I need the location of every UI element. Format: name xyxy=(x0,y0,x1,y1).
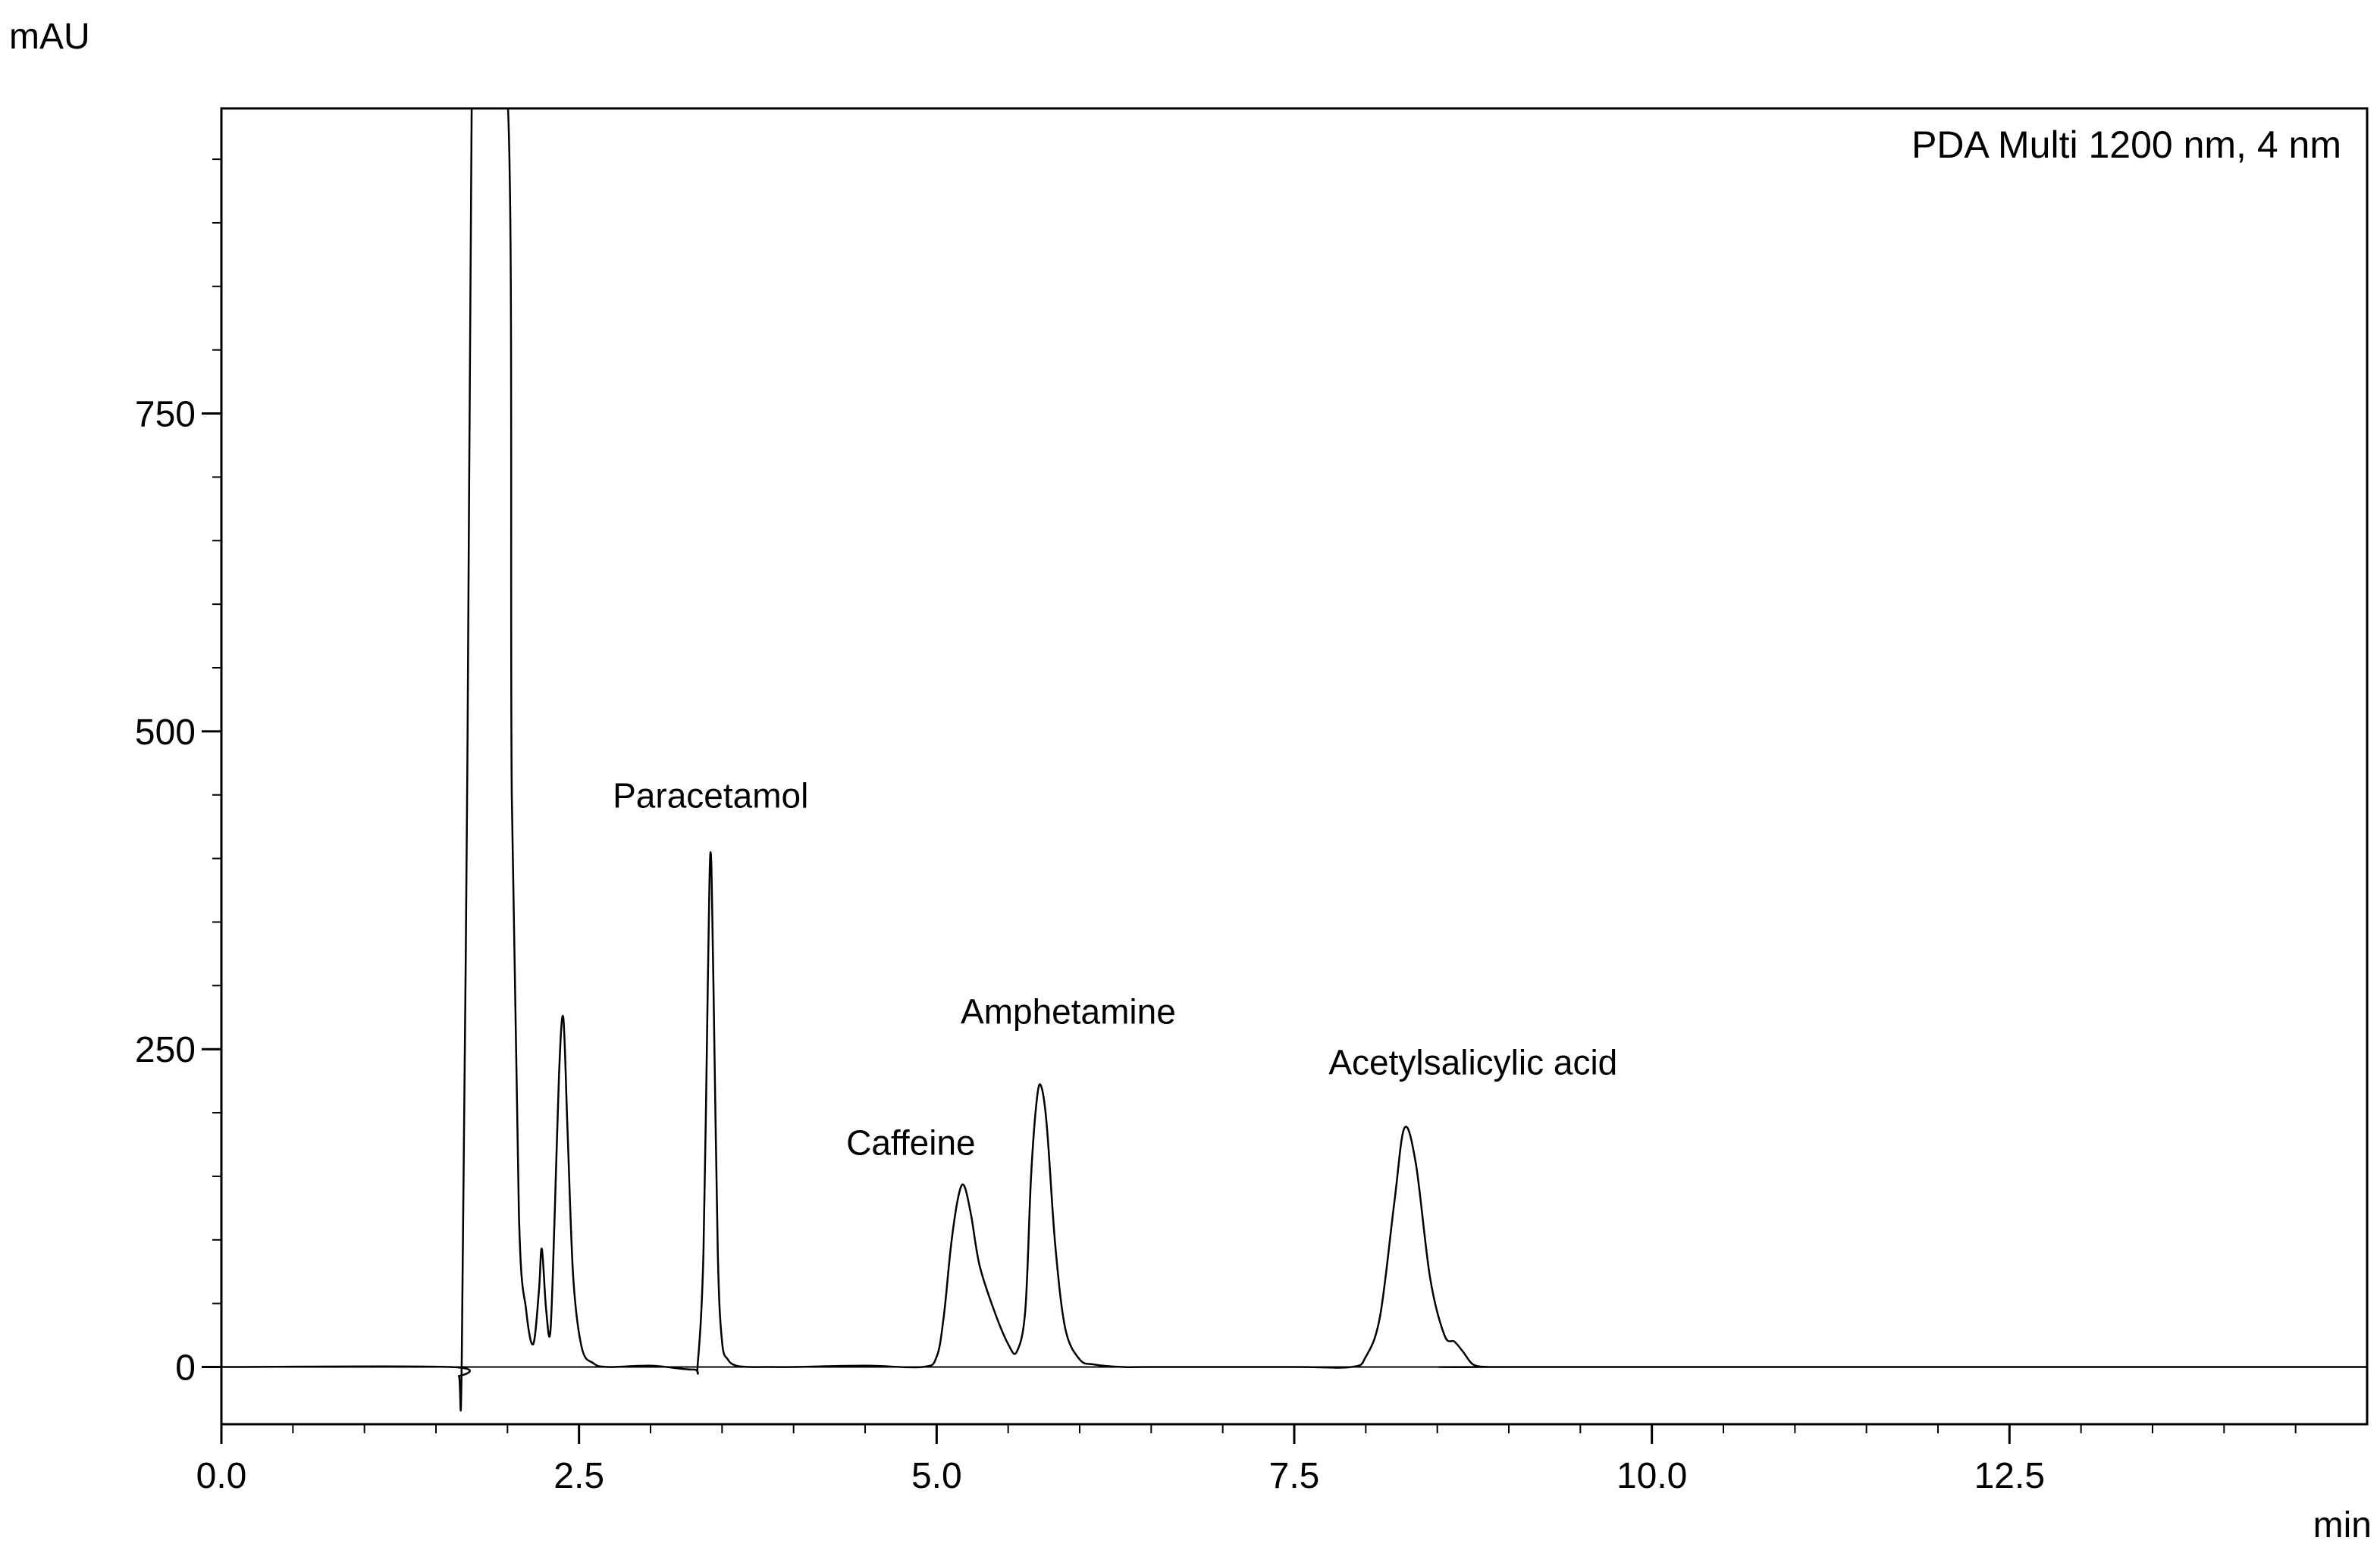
y-tick-label: 250 xyxy=(135,1030,196,1070)
x-axis-unit: min xyxy=(2313,1505,2372,1545)
y-tick-label: 750 xyxy=(135,395,196,435)
x-tick-label: 0.0 xyxy=(196,1456,247,1496)
peak-label: Caffeine xyxy=(846,1123,976,1162)
peak-label: Acetylsalicylic acid xyxy=(1328,1043,1617,1082)
y-minor-ticks xyxy=(212,158,221,1304)
peak-label: Paracetamol xyxy=(613,776,808,816)
peak-label: Amphetamine xyxy=(961,992,1176,1032)
x-tick-label: 5.0 xyxy=(911,1456,962,1496)
plot-frame xyxy=(220,107,2369,1426)
series-line xyxy=(221,108,2367,1412)
y-tick-label: 500 xyxy=(135,712,196,753)
x-tick-label: 12.5 xyxy=(1974,1456,2045,1496)
x-axis-ticks: 0.0 2.5 5.0 7.5 10.0 12.5 xyxy=(196,1424,2045,1496)
x-tick-label: 2.5 xyxy=(553,1456,604,1496)
y-axis-ticks: 0 250 500 750 xyxy=(135,395,221,1389)
x-tick-label: 10.0 xyxy=(1616,1456,1687,1496)
x-minor-ticks xyxy=(292,1424,2297,1433)
y-axis-unit: mAU xyxy=(9,17,90,57)
legend-label: PDA Multi 1200 nm, 4 nm xyxy=(1911,124,2341,166)
legend-background xyxy=(1831,117,2362,177)
peak-annotations: Paracetamol Caffeine Amphetamine Acetylsali… xyxy=(613,776,1617,1163)
x-tick-label: 7.5 xyxy=(1269,1456,1320,1496)
y-tick-label: 0 xyxy=(175,1348,196,1389)
series-group xyxy=(221,108,2367,1412)
